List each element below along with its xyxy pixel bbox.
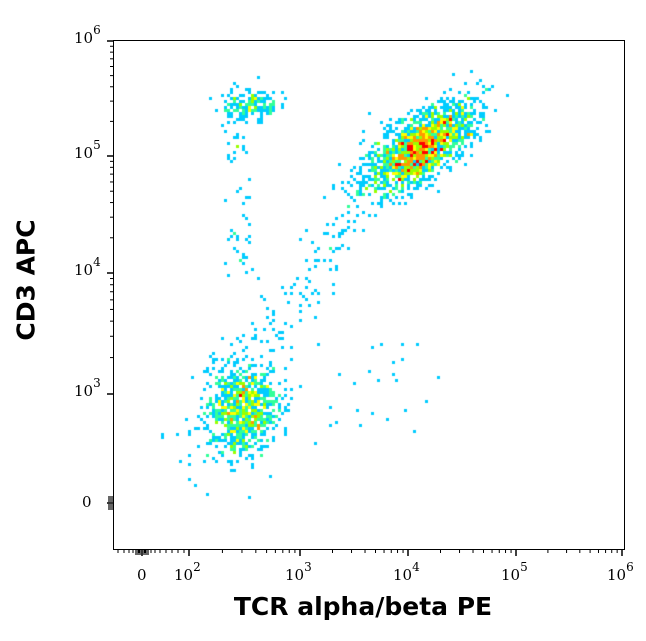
plot-area-frame bbox=[113, 40, 625, 550]
y-axis-label-text: CD3 APC bbox=[11, 219, 41, 341]
x-tick-label: 102 bbox=[174, 560, 201, 584]
y-tick-label: 103 bbox=[74, 376, 101, 400]
y-tick-label: 105 bbox=[74, 138, 101, 162]
y-tick-label: 0 bbox=[82, 493, 92, 511]
x-tick-label: 103 bbox=[285, 560, 312, 584]
x-tick-label: 105 bbox=[501, 560, 528, 584]
x-tick-label: 0 bbox=[137, 566, 147, 584]
x-axis-label: TCR alpha/beta PE bbox=[233, 592, 493, 621]
x-tick-label: 106 bbox=[607, 560, 634, 584]
x-tick-label: 104 bbox=[393, 560, 420, 584]
scatter-density-plot bbox=[113, 40, 625, 550]
y-tick-label: 104 bbox=[74, 255, 101, 279]
y-tick-label: 106 bbox=[74, 23, 101, 47]
y-axis-label: CD3 APC bbox=[6, 200, 46, 360]
